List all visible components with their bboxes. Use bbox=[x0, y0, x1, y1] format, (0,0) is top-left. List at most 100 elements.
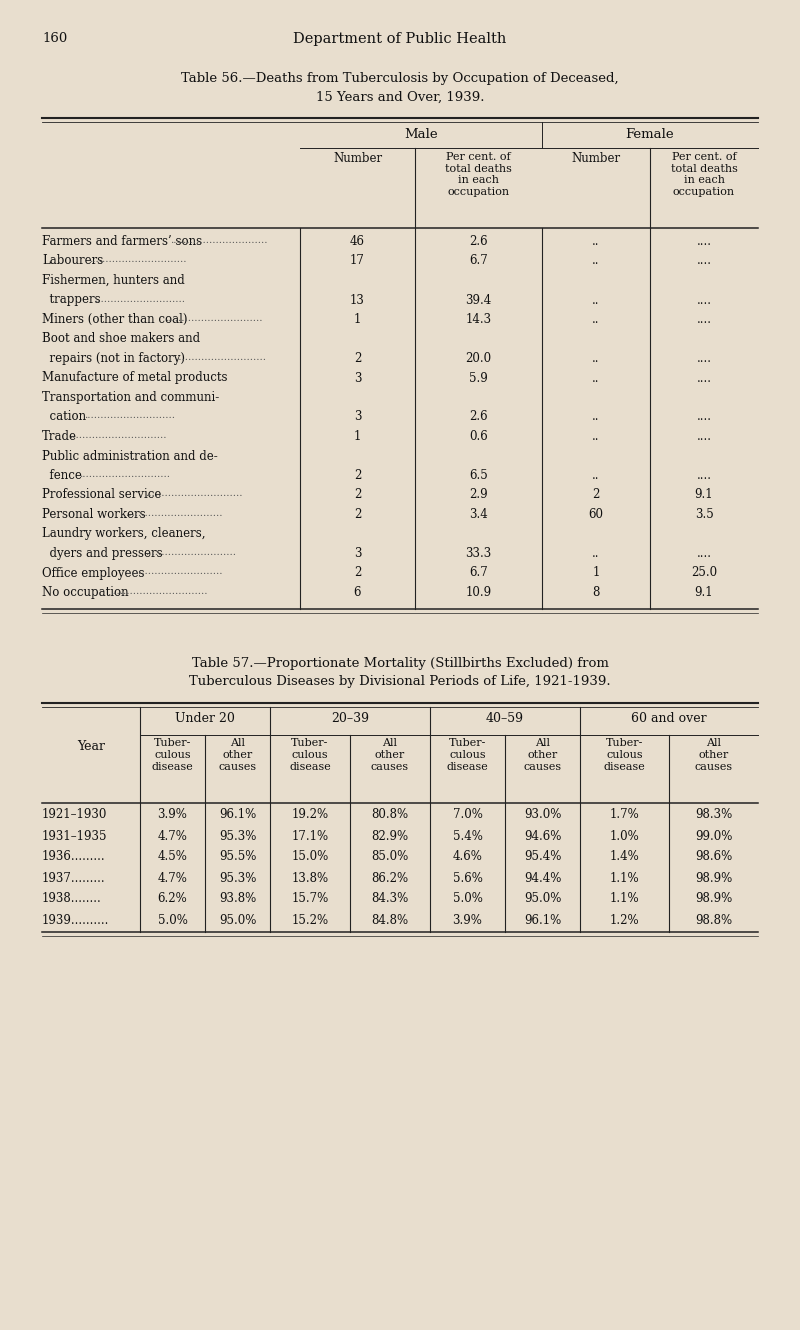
Text: 4.7%: 4.7% bbox=[158, 830, 187, 842]
Text: 1931–1935: 1931–1935 bbox=[42, 830, 107, 842]
Text: ..............................: .............................. bbox=[170, 235, 268, 245]
Text: Table 57.—Proportionate Mortality (Stillbirths Excluded) from: Table 57.—Proportionate Mortality (Still… bbox=[191, 657, 609, 669]
Text: 1.7%: 1.7% bbox=[610, 809, 639, 822]
Text: Number: Number bbox=[571, 152, 621, 165]
Text: 2: 2 bbox=[354, 567, 361, 580]
Text: ....: .... bbox=[697, 469, 711, 481]
Text: 6.2%: 6.2% bbox=[158, 892, 187, 906]
Text: 1.1%: 1.1% bbox=[610, 871, 639, 884]
Text: 80.8%: 80.8% bbox=[371, 809, 409, 822]
Text: ..: .. bbox=[592, 430, 600, 443]
Text: ............................: ............................ bbox=[94, 294, 186, 303]
Text: 160: 160 bbox=[42, 32, 67, 45]
Text: Table 56.—Deaths from Tuberculosis by Occupation of Deceased,: Table 56.—Deaths from Tuberculosis by Oc… bbox=[181, 72, 619, 85]
Text: 15 Years and Over, 1939.: 15 Years and Over, 1939. bbox=[316, 90, 484, 104]
Text: 8: 8 bbox=[592, 587, 600, 598]
Text: 60 and over: 60 and over bbox=[631, 713, 707, 725]
Text: Fishermen, hunters and: Fishermen, hunters and bbox=[42, 274, 185, 287]
Text: 94.4%: 94.4% bbox=[524, 871, 561, 884]
Text: Male: Male bbox=[404, 128, 438, 141]
Text: ..: .. bbox=[592, 254, 600, 267]
Text: 98.3%: 98.3% bbox=[695, 809, 732, 822]
Text: 93.8%: 93.8% bbox=[219, 892, 256, 906]
Text: 3.9%: 3.9% bbox=[453, 914, 482, 927]
Text: ....: .... bbox=[697, 411, 711, 423]
Text: 19.2%: 19.2% bbox=[291, 809, 329, 822]
Text: 2: 2 bbox=[354, 352, 361, 364]
Text: 10.9: 10.9 bbox=[466, 587, 491, 598]
Text: ....: .... bbox=[697, 547, 711, 560]
Text: 17: 17 bbox=[350, 254, 365, 267]
Text: 86.2%: 86.2% bbox=[371, 871, 409, 884]
Text: 1: 1 bbox=[592, 567, 600, 580]
Text: 17.1%: 17.1% bbox=[291, 830, 329, 842]
Text: ....: .... bbox=[697, 254, 711, 267]
Text: All
other
causes: All other causes bbox=[694, 738, 733, 771]
Text: 2: 2 bbox=[354, 508, 361, 521]
Text: 6.7: 6.7 bbox=[469, 254, 488, 267]
Text: ..............................: .............................. bbox=[125, 568, 222, 576]
Text: ............................: ............................ bbox=[79, 469, 170, 479]
Text: ............................: ............................ bbox=[85, 411, 175, 420]
Text: 1.4%: 1.4% bbox=[610, 850, 639, 863]
Text: Tuber-
culous
disease: Tuber- culous disease bbox=[446, 738, 488, 771]
Text: 4.7%: 4.7% bbox=[158, 871, 187, 884]
Text: 98.8%: 98.8% bbox=[695, 914, 732, 927]
Text: 7.0%: 7.0% bbox=[453, 809, 482, 822]
Text: 4.5%: 4.5% bbox=[158, 850, 187, 863]
Text: 98.9%: 98.9% bbox=[695, 871, 732, 884]
Text: 5.0%: 5.0% bbox=[158, 914, 187, 927]
Text: Manufacture of metal products: Manufacture of metal products bbox=[42, 371, 227, 384]
Text: 95.4%: 95.4% bbox=[524, 850, 561, 863]
Text: dyers and pressers: dyers and pressers bbox=[42, 547, 162, 560]
Text: Department of Public Health: Department of Public Health bbox=[294, 32, 506, 47]
Text: Transportation and communi-: Transportation and communi- bbox=[42, 391, 219, 404]
Text: 5.9: 5.9 bbox=[469, 371, 488, 384]
Text: 1.1%: 1.1% bbox=[610, 892, 639, 906]
Text: Per cent. of
total deaths
in each
occupation: Per cent. of total deaths in each occupa… bbox=[670, 152, 738, 197]
Text: 96.1%: 96.1% bbox=[219, 809, 256, 822]
Text: 85.0%: 85.0% bbox=[371, 850, 409, 863]
Text: 1937.........: 1937......... bbox=[42, 871, 106, 884]
Text: ....: .... bbox=[697, 294, 711, 306]
Text: Personal workers: Personal workers bbox=[42, 508, 146, 521]
Text: 3: 3 bbox=[354, 411, 362, 423]
Text: 6.7: 6.7 bbox=[469, 567, 488, 580]
Text: Tuber-
culous
disease: Tuber- culous disease bbox=[604, 738, 646, 771]
Text: 96.1%: 96.1% bbox=[524, 914, 561, 927]
Text: 94.6%: 94.6% bbox=[524, 830, 561, 842]
Text: Per cent. of
total deaths
in each
occupation: Per cent. of total deaths in each occupa… bbox=[445, 152, 512, 197]
Text: Labourers: Labourers bbox=[42, 254, 103, 267]
Text: 1939..........: 1939.......... bbox=[42, 914, 110, 927]
Text: 1921–1930: 1921–1930 bbox=[42, 809, 107, 822]
Text: 98.9%: 98.9% bbox=[695, 892, 732, 906]
Text: 3.5: 3.5 bbox=[694, 508, 714, 521]
Text: Tuber-
culous
disease: Tuber- culous disease bbox=[289, 738, 331, 771]
Text: 13.8%: 13.8% bbox=[291, 871, 329, 884]
Text: 2: 2 bbox=[592, 488, 600, 501]
Text: Miners (other than coal): Miners (other than coal) bbox=[42, 313, 187, 326]
Text: 82.9%: 82.9% bbox=[371, 830, 409, 842]
Text: Year: Year bbox=[77, 741, 105, 754]
Text: 1: 1 bbox=[354, 313, 361, 326]
Text: ..: .. bbox=[592, 313, 600, 326]
Text: 3.9%: 3.9% bbox=[158, 809, 187, 822]
Text: ..............................: .............................. bbox=[110, 587, 207, 596]
Text: No occupation: No occupation bbox=[42, 587, 129, 598]
Text: 33.3: 33.3 bbox=[466, 547, 492, 560]
Text: 93.0%: 93.0% bbox=[524, 809, 561, 822]
Text: 2.9: 2.9 bbox=[469, 488, 488, 501]
Text: Number: Number bbox=[333, 152, 382, 165]
Text: ..: .. bbox=[592, 371, 600, 384]
Text: ..............................: .............................. bbox=[90, 255, 187, 265]
Text: 5.6%: 5.6% bbox=[453, 871, 482, 884]
Text: 25.0: 25.0 bbox=[691, 567, 717, 580]
Text: ..: .. bbox=[592, 547, 600, 560]
Text: 3: 3 bbox=[354, 371, 362, 384]
Text: 4.6%: 4.6% bbox=[453, 850, 482, 863]
Text: 39.4: 39.4 bbox=[466, 294, 492, 306]
Text: Professional service: Professional service bbox=[42, 488, 162, 501]
Text: 1938........: 1938........ bbox=[42, 892, 102, 906]
Text: 13: 13 bbox=[350, 294, 365, 306]
Text: 95.5%: 95.5% bbox=[219, 850, 256, 863]
